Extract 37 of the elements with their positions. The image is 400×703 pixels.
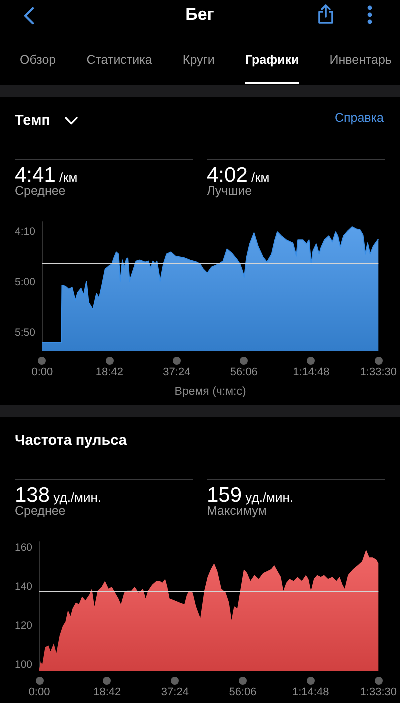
y-tick-label: 4:10 [15, 226, 36, 238]
y-tick-label: 140 [14, 580, 33, 593]
y-tick-label: 100 [14, 659, 33, 672]
text: Лучшие [207, 184, 252, 198]
text: 4:02 /км [207, 164, 270, 187]
x-tick-label: 0:00 [28, 686, 50, 698]
chart-title: Темп [15, 112, 50, 131]
x-tick-label: 37:24 [163, 366, 191, 378]
x-axis-title: Время (ч:м:с) [174, 386, 246, 398]
x-tick-label: 0:00 [32, 366, 54, 378]
x-tick-label: 37:24 [161, 686, 189, 698]
x-tick-label: 18:42 [94, 686, 122, 698]
text: Статистика [86, 52, 152, 69]
text: Обзор [20, 52, 56, 69]
x-tick-label: 1:33:30 [360, 686, 397, 698]
text: Среднее [15, 184, 66, 198]
text: Среднее [15, 504, 66, 518]
y-tick-label: 5:00 [15, 276, 36, 288]
x-tick-label: 56:06 [229, 686, 257, 698]
text: 159 уд./мин. [207, 484, 294, 507]
text: Бег [186, 5, 214, 25]
x-tick-label: 1:14:48 [292, 686, 330, 698]
x-tick-label: 56:06 [230, 366, 258, 378]
x-tick-label: 1:14:48 [293, 366, 330, 378]
text: Графики [245, 52, 300, 69]
text: 4:41 /км [15, 164, 78, 187]
text: Инвентарь [330, 52, 392, 69]
y-tick-label: 5:50 [15, 326, 36, 339]
x-tick-label: 1:33:30 [360, 366, 397, 378]
text: Круги [182, 52, 215, 69]
x-tick-label: 18:42 [96, 366, 124, 378]
y-tick-label: 160 [14, 542, 33, 554]
text: Максимум [207, 504, 267, 518]
text: 138 уд./мин. [15, 484, 102, 507]
y-tick-label: 120 [14, 620, 33, 632]
chart-title: Частота пульса [15, 432, 127, 451]
text: Справка [334, 111, 384, 125]
